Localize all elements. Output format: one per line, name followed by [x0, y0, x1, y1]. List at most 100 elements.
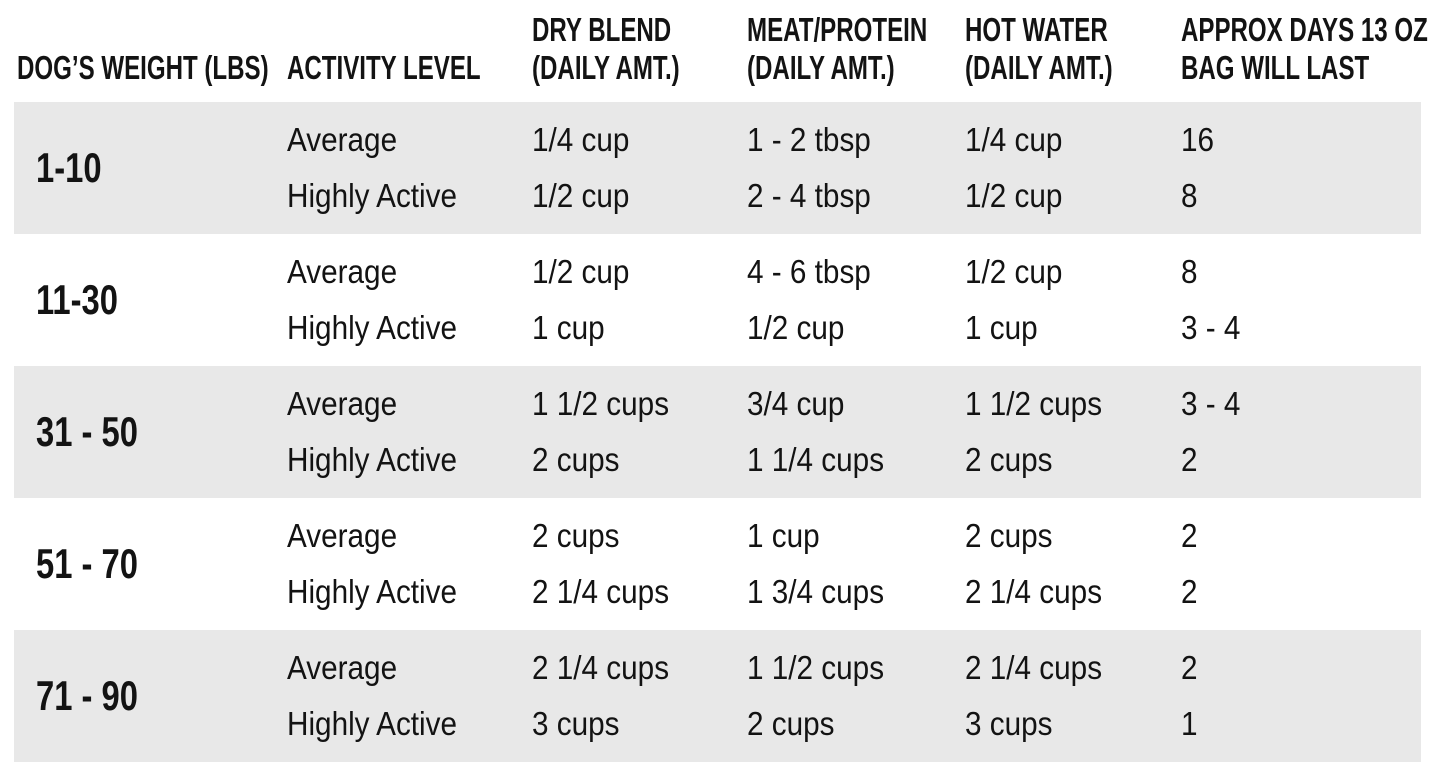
column-header-label: (DAILY AMT.) [965, 49, 1113, 86]
dry-blend-value: 1/4 cup [532, 121, 630, 158]
activity-level-value: Highly Active [287, 177, 458, 214]
weight-range-cell: 71 - 90 [14, 630, 287, 762]
dry-blend-value: 1/2 cup [532, 177, 630, 214]
hot-water-value: 1 1/2 cups [965, 385, 1103, 422]
meat-protein-value: 1 - 2 tbsp [747, 121, 871, 158]
meat-protein-value: 2 - 4 tbsp [747, 177, 871, 214]
hot-water-value: 2 1/4 cups [965, 573, 1103, 610]
column-header-label: MEAT/PROTEIN [747, 11, 928, 48]
days-value: 2 [1181, 441, 1198, 478]
hot-water-value: 1/2 cup [965, 177, 1063, 214]
activity-level-value: Highly Active [287, 441, 458, 478]
column-header-hot-water: HOT WATER (DAILY AMT.) [965, 0, 1181, 102]
activity-level-value: Highly Active [287, 573, 458, 610]
hot-water-value: 2 cups [965, 517, 1053, 554]
meat-protein-value: 1 1/4 cups [747, 441, 885, 478]
days-value: 2 [1181, 517, 1198, 554]
hot-water-value: 1 cup [965, 309, 1038, 346]
column-header-label: DOG’S WEIGHT (LBS) [17, 49, 269, 86]
days-value: 2 [1181, 649, 1198, 686]
meat-protein-value: 3/4 cup [747, 385, 845, 422]
days-value: 8 [1181, 177, 1198, 214]
hot-water-cell: 2 1/4 cups 3 cups [965, 630, 1181, 762]
activity-level-value: Highly Active [287, 309, 458, 346]
activity-level-value: Average [287, 649, 398, 686]
weight-range-cell: 51 - 70 [14, 498, 287, 630]
activity-level-cell: Average Highly Active [287, 498, 532, 630]
column-header-label: (DAILY AMT.) [532, 49, 680, 86]
hot-water-value: 2 cups [965, 441, 1053, 478]
hot-water-value: 3 cups [965, 705, 1053, 742]
weight-range-cell: 31 - 50 [14, 366, 287, 498]
activity-level-cell: Average Highly Active [287, 102, 532, 234]
column-header-meat-protein: MEAT/PROTEIN (DAILY AMT.) [747, 0, 965, 102]
activity-level-cell: Average Highly Active [287, 366, 532, 498]
activity-level-value: Average [287, 385, 398, 422]
dry-blend-cell: 2 cups 2 1/4 cups [532, 498, 747, 630]
days-value: 8 [1181, 253, 1198, 290]
hot-water-cell: 2 cups 2 1/4 cups [965, 498, 1181, 630]
days-value: 3 - 4 [1181, 309, 1241, 346]
table-row-group-51-70: 51 - 70 Average Highly Active 2 cups 2 1… [14, 498, 1421, 630]
hot-water-value: 1/2 cup [965, 253, 1063, 290]
table-row-group-11-30: 11-30 Average Highly Active 1/2 cup 1 cu… [14, 234, 1421, 366]
activity-level-value: Average [287, 253, 398, 290]
dry-blend-value: 3 cups [532, 705, 620, 742]
activity-level-value: Highly Active [287, 705, 458, 742]
meat-protein-cell: 4 - 6 tbsp 1/2 cup [747, 234, 965, 366]
activity-level-value: Average [287, 121, 398, 158]
weight-range-value: 51 - 70 [36, 540, 138, 587]
meat-protein-value: 1 1/2 cups [747, 649, 885, 686]
days-value: 3 - 4 [1181, 385, 1241, 422]
column-header-approx-days: APPROX DAYS 13 OZ BAG WILL LAST [1181, 0, 1432, 102]
weight-range-value: 31 - 50 [36, 408, 138, 455]
dry-blend-cell: 1 1/2 cups 2 cups [532, 366, 747, 498]
column-header-label: HOT WATER [965, 11, 1108, 48]
column-header-activity-level: ACTIVITY LEVEL [287, 0, 532, 102]
dry-blend-cell: 2 1/4 cups 3 cups [532, 630, 747, 762]
column-header-label: (DAILY AMT.) [747, 49, 895, 86]
table-row-group-31-50: 31 - 50 Average Highly Active 1 1/2 cups… [14, 366, 1421, 498]
table-row-group-71-90: 71 - 90 Average Highly Active 2 1/4 cups… [14, 630, 1421, 762]
column-header-label: ACTIVITY LEVEL [287, 49, 481, 86]
dry-blend-cell: 1/2 cup 1 cup [532, 234, 747, 366]
weight-range-cell: 11-30 [14, 234, 287, 366]
meat-protein-cell: 1 - 2 tbsp 2 - 4 tbsp [747, 102, 965, 234]
weight-range-value: 71 - 90 [36, 672, 138, 719]
meat-protein-cell: 1 1/2 cups 2 cups [747, 630, 965, 762]
table-row-group-1-10: 1-10 Average Highly Active 1/4 cup 1/2 c… [14, 102, 1421, 234]
days-value: 2 [1181, 573, 1198, 610]
days-cell: 3 - 4 2 [1181, 366, 1421, 498]
dry-blend-value: 2 1/4 cups [532, 649, 670, 686]
dry-blend-value: 1 cup [532, 309, 605, 346]
weight-range-cell: 1-10 [14, 102, 287, 234]
days-cell: 8 3 - 4 [1181, 234, 1421, 366]
meat-protein-value: 1/2 cup [747, 309, 845, 346]
dry-blend-value: 2 cups [532, 517, 620, 554]
dry-blend-cell: 1/4 cup 1/2 cup [532, 102, 747, 234]
days-value: 1 [1181, 705, 1198, 742]
column-header-label: APPROX DAYS 13 OZ [1181, 11, 1428, 48]
activity-level-value: Average [287, 517, 398, 554]
hot-water-cell: 1/4 cup 1/2 cup [965, 102, 1181, 234]
days-cell: 2 1 [1181, 630, 1421, 762]
activity-level-cell: Average Highly Active [287, 234, 532, 366]
days-value: 16 [1181, 121, 1215, 158]
table-header: DOG’S WEIGHT (LBS) ACTIVITY LEVEL DRY BL… [14, 0, 1428, 102]
meat-protein-value: 2 cups [747, 705, 835, 742]
dry-blend-value: 1 1/2 cups [532, 385, 670, 422]
hot-water-value: 2 1/4 cups [965, 649, 1103, 686]
column-header-dry-blend: DRY BLEND (DAILY AMT.) [532, 0, 747, 102]
dry-blend-value: 2 1/4 cups [532, 573, 670, 610]
column-header-label: BAG WILL LAST [1181, 49, 1370, 86]
column-header-label: DRY BLEND [532, 11, 672, 48]
meat-protein-value: 1 cup [747, 517, 820, 554]
column-header-dogs-weight: DOG’S WEIGHT (LBS) [14, 0, 287, 102]
hot-water-cell: 1 1/2 cups 2 cups [965, 366, 1181, 498]
meat-protein-cell: 1 cup 1 3/4 cups [747, 498, 965, 630]
dry-blend-value: 1/2 cup [532, 253, 630, 290]
hot-water-cell: 1/2 cup 1 cup [965, 234, 1181, 366]
dry-blend-value: 2 cups [532, 441, 620, 478]
meat-protein-value: 4 - 6 tbsp [747, 253, 871, 290]
activity-level-cell: Average Highly Active [287, 630, 532, 762]
